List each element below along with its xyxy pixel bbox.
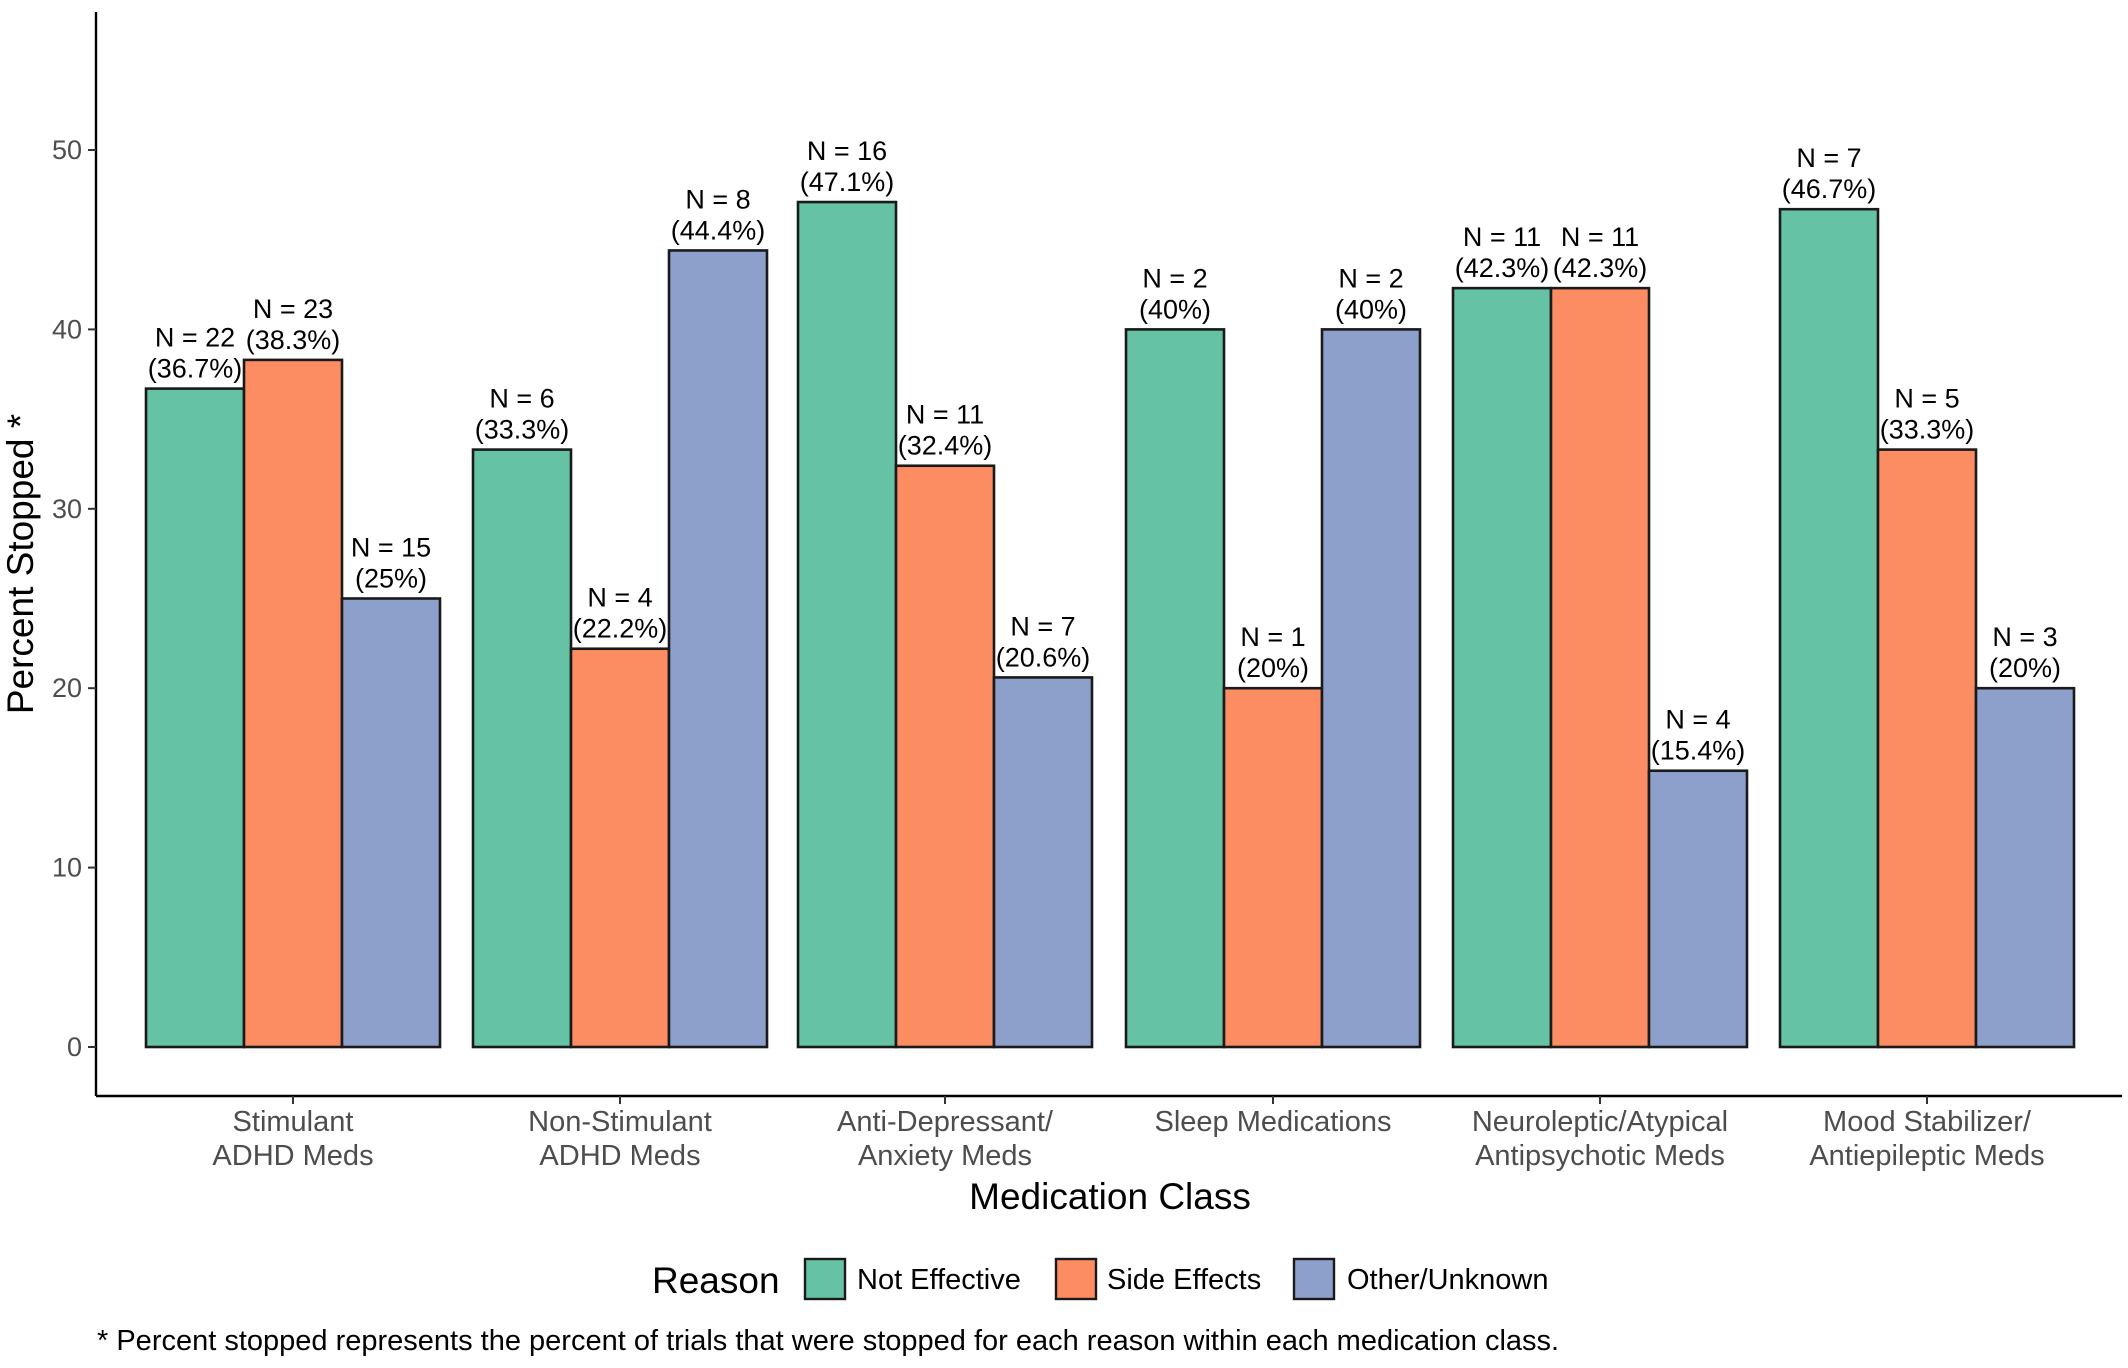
y-tick-label: 50	[52, 135, 82, 165]
data-label-count: N = 7	[1010, 611, 1075, 641]
data-label-percent: (33.3%)	[475, 415, 570, 445]
data-label-percent: (38.3%)	[246, 325, 341, 355]
bar	[894, 464, 996, 1049]
y-axis-title: Percent Stopped *	[0, 414, 41, 714]
legend-label: Not Effective	[857, 1264, 1021, 1296]
x-tick-label: Sleep Medications	[1155, 1106, 1392, 1138]
x-axis-title: Medication Class	[969, 1176, 1251, 1217]
data-label-count: N = 11	[906, 400, 984, 430]
bars	[144, 200, 2076, 1049]
data-label-count: N = 11	[1463, 222, 1541, 252]
y-tick-label: 10	[52, 853, 82, 883]
data-label-percent: (20%)	[1237, 653, 1309, 683]
data-label-count: N = 4	[587, 583, 652, 613]
bar	[242, 358, 344, 1049]
legend-key	[1054, 1257, 1098, 1301]
data-label-percent: (32.4%)	[898, 431, 993, 461]
bar	[340, 597, 442, 1049]
legend-title: Reason	[652, 1260, 780, 1301]
data-label-count: N = 7	[1796, 143, 1861, 173]
legend: Reason Not Effective Side Effects Other/Un…	[652, 1257, 1549, 1301]
bar	[144, 387, 246, 1049]
bar	[1876, 448, 1978, 1049]
data-label-percent: (46.7%)	[1782, 174, 1877, 204]
data-label-percent: (20.6%)	[996, 642, 1091, 672]
bar	[569, 647, 671, 1049]
legend-label: Side Effects	[1107, 1264, 1261, 1296]
axes	[94, 12, 2122, 1098]
data-label-percent: (47.1%)	[800, 167, 895, 197]
x-tick-label: Non-Stimulant ADHD Meds	[528, 1106, 712, 1172]
y-tick-label: 40	[52, 314, 82, 344]
y-tick-label: 20	[52, 673, 82, 703]
x-tick-label: Anti-Depressant/Anxiety Meds	[837, 1106, 1054, 1172]
bar	[796, 200, 898, 1049]
data-label-count: N = 1	[1240, 622, 1305, 652]
data-label-percent: (22.2%)	[573, 614, 668, 644]
bar	[1124, 328, 1226, 1049]
bar	[1451, 286, 1553, 1049]
data-label-percent: (40%)	[1335, 294, 1407, 324]
x-tick-label: Mood Stabilizer/Antiepileptic Meds	[1809, 1106, 2044, 1172]
bar	[1320, 328, 1422, 1049]
data-label-count: N = 2	[1142, 263, 1207, 293]
footnote: * Percent stopped represents the percent…	[97, 1325, 1559, 1357]
data-label-count: N = 3	[1992, 622, 2057, 652]
data-label-percent: (36.7%)	[148, 354, 243, 384]
data-label-percent: (15.4%)	[1651, 736, 1746, 766]
data-label-count: N = 16	[807, 136, 887, 166]
data-label-count: N = 4	[1665, 705, 1730, 735]
data-label-percent: (44.4%)	[671, 215, 766, 245]
data-label-percent: (42.3%)	[1455, 253, 1550, 283]
data-label-count: N = 23	[253, 294, 333, 324]
x-tick-label: Stimulant ADHD Meds	[212, 1106, 373, 1172]
data-label-count: N = 22	[155, 323, 235, 353]
data-label-count: N = 6	[489, 384, 554, 414]
data-label-count: N = 5	[1894, 384, 1959, 414]
bar	[992, 676, 1094, 1049]
tick-labels: 0 10 20 30 40 50 Stimulant ADHD Meds Non-Stimula…	[52, 135, 2045, 1172]
bar	[1778, 207, 1880, 1049]
data-label-count: N = 11	[1561, 222, 1639, 252]
data-label-count: N = 8	[685, 184, 750, 214]
bar	[1222, 686, 1324, 1049]
data-label-percent: (42.3%)	[1553, 253, 1648, 283]
legend-key	[803, 1257, 847, 1301]
legend-key	[1292, 1257, 1336, 1301]
legend-label: Other/Unknown	[1347, 1264, 1549, 1296]
data-label-percent: (33.3%)	[1880, 415, 1975, 445]
x-tick-label: Neuroleptic/Atypical Antipsychotic Meds	[1472, 1106, 1728, 1172]
bar	[1647, 769, 1749, 1049]
y-tick-label: 0	[67, 1032, 82, 1062]
data-label-count: N = 15	[351, 533, 431, 563]
data-label-percent: (40%)	[1139, 294, 1211, 324]
y-tick-label: 30	[52, 494, 82, 524]
bar	[667, 249, 769, 1049]
data-label-percent: (20%)	[1989, 653, 2061, 683]
data-label-count: N = 2	[1338, 263, 1403, 293]
bar	[1549, 286, 1651, 1049]
data-label-percent: (25%)	[355, 564, 427, 594]
bar	[1974, 686, 2076, 1049]
data-labels: N = 22(36.7%)N = 6(33.3%)N = 16(47.1%)N …	[148, 136, 2061, 766]
bar	[471, 448, 573, 1049]
